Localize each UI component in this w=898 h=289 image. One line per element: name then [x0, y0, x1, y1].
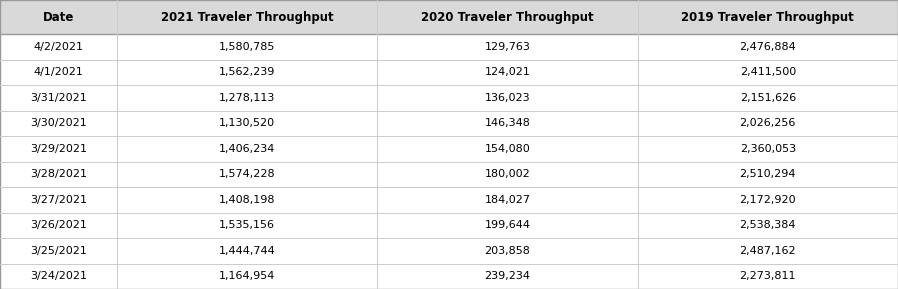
Text: 3/26/2021: 3/26/2021 — [30, 220, 87, 230]
Text: 1,562,239: 1,562,239 — [219, 67, 275, 77]
Text: 4/2/2021: 4/2/2021 — [33, 42, 84, 52]
Text: 180,002: 180,002 — [485, 169, 530, 179]
Text: 4/1/2021: 4/1/2021 — [33, 67, 84, 77]
Text: 3/29/2021: 3/29/2021 — [30, 144, 87, 154]
Text: 129,763: 129,763 — [484, 42, 531, 52]
Text: 2,151,626: 2,151,626 — [740, 93, 796, 103]
Text: 1,406,234: 1,406,234 — [219, 144, 275, 154]
Text: 3/31/2021: 3/31/2021 — [30, 93, 87, 103]
Text: 3/27/2021: 3/27/2021 — [30, 195, 87, 205]
Text: 203,858: 203,858 — [484, 246, 531, 256]
Text: 124,021: 124,021 — [484, 67, 531, 77]
Text: 199,644: 199,644 — [484, 220, 531, 230]
Text: 1,408,198: 1,408,198 — [219, 195, 275, 205]
Text: Date: Date — [43, 11, 74, 23]
Text: 239,234: 239,234 — [484, 271, 531, 281]
Text: 184,027: 184,027 — [484, 195, 531, 205]
Text: 2,510,294: 2,510,294 — [740, 169, 796, 179]
Text: 2020 Traveler Throughput: 2020 Traveler Throughput — [421, 11, 594, 23]
Text: 154,080: 154,080 — [485, 144, 530, 154]
Text: 1,130,520: 1,130,520 — [219, 118, 275, 128]
Text: 3/30/2021: 3/30/2021 — [30, 118, 87, 128]
Text: 1,580,785: 1,580,785 — [219, 42, 275, 52]
Text: 1,535,156: 1,535,156 — [219, 220, 275, 230]
Text: 136,023: 136,023 — [485, 93, 530, 103]
Text: 3/25/2021: 3/25/2021 — [30, 246, 87, 256]
Text: 1,444,744: 1,444,744 — [218, 246, 276, 256]
Text: 146,348: 146,348 — [484, 118, 531, 128]
Text: 2,172,920: 2,172,920 — [739, 195, 797, 205]
Text: 2,476,884: 2,476,884 — [739, 42, 797, 52]
Text: 2,026,256: 2,026,256 — [740, 118, 796, 128]
Text: 2,360,053: 2,360,053 — [740, 144, 796, 154]
Text: 2,411,500: 2,411,500 — [740, 67, 796, 77]
Text: 2019 Traveler Throughput: 2019 Traveler Throughput — [682, 11, 854, 23]
Text: 2021 Traveler Throughput: 2021 Traveler Throughput — [161, 11, 333, 23]
Text: 3/24/2021: 3/24/2021 — [30, 271, 87, 281]
Text: 3/28/2021: 3/28/2021 — [30, 169, 87, 179]
Text: 2,538,384: 2,538,384 — [740, 220, 796, 230]
Text: 1,164,954: 1,164,954 — [219, 271, 275, 281]
Text: 2,273,811: 2,273,811 — [740, 271, 796, 281]
Text: 2,487,162: 2,487,162 — [739, 246, 797, 256]
Text: 1,574,228: 1,574,228 — [218, 169, 276, 179]
Text: 1,278,113: 1,278,113 — [219, 93, 275, 103]
